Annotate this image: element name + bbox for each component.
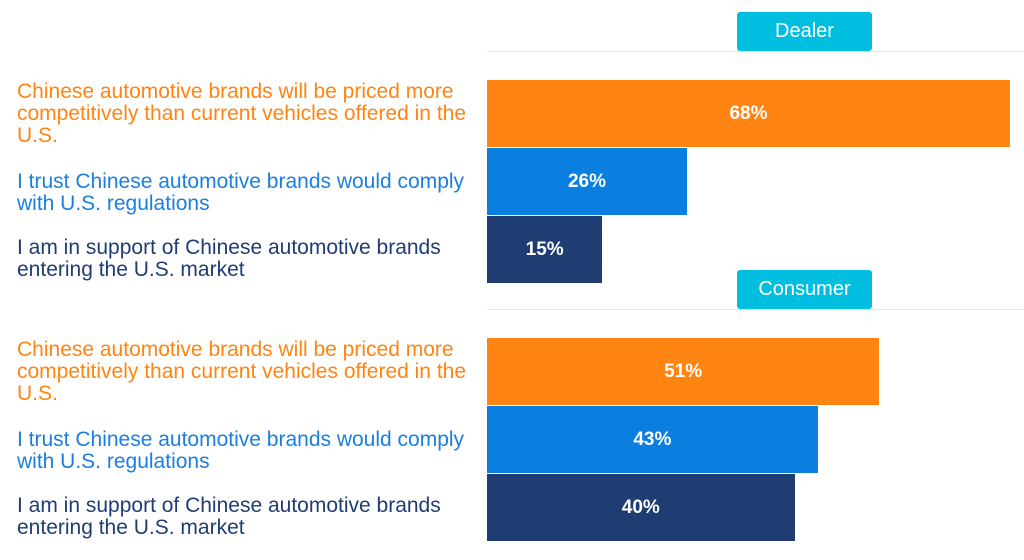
category-label: I am in support of Chinese automotive br…	[17, 494, 441, 539]
panel-divider	[487, 309, 1024, 310]
bar	[487, 338, 880, 405]
category-label: Chinese automotive brands will be priced…	[17, 338, 467, 405]
panel-title-consumer: Consumer	[737, 270, 872, 309]
category-label: I trust Chinese automotive brands would …	[17, 170, 465, 215]
bar	[487, 474, 795, 541]
data-label: 51%	[664, 361, 703, 382]
category-label: I trust Chinese automotive brands would …	[17, 428, 465, 473]
bar	[487, 148, 687, 215]
category-label: Chinese automotive brands will be priced…	[17, 80, 467, 147]
data-label: 40%	[621, 497, 660, 518]
data-label: 68%	[729, 103, 768, 124]
panel-title-dealer: Dealer	[737, 12, 872, 51]
category-label: I am in support of Chinese automotive br…	[17, 236, 441, 281]
bar	[487, 216, 603, 283]
bar	[487, 406, 818, 473]
data-label: 15%	[525, 239, 564, 260]
data-label: 26%	[567, 171, 606, 192]
bar	[487, 80, 1010, 147]
panel-divider	[487, 51, 1024, 52]
data-label: 43%	[633, 429, 672, 450]
